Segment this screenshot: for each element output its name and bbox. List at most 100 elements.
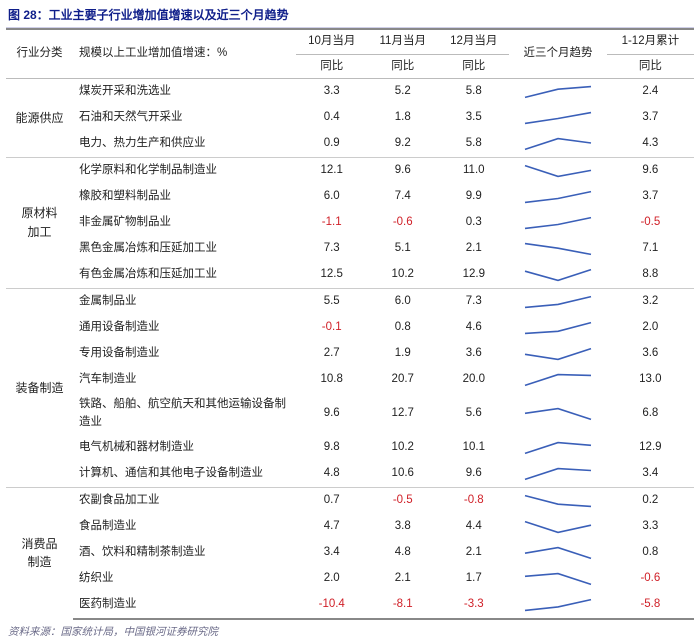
trend-cell <box>509 236 606 262</box>
table-row: 食品制造业4.73.84.43.3 <box>6 514 694 540</box>
val-m10: 9.8 <box>296 435 367 461</box>
val-m10: -10.4 <box>296 592 367 619</box>
table-row: 酒、饮料和精制茶制造业3.44.82.10.8 <box>6 540 694 566</box>
trend-cell <box>509 79 606 106</box>
val-m11: 10.2 <box>367 262 438 289</box>
th-m11-top: 11月当月 <box>367 29 438 54</box>
val-m11: 5.1 <box>367 236 438 262</box>
val-m10: 12.1 <box>296 158 367 185</box>
sparkline <box>519 569 597 589</box>
trend-cell <box>509 131 606 158</box>
sparkline <box>519 213 597 233</box>
trend-cell <box>509 540 606 566</box>
val-m11: 7.4 <box>367 184 438 210</box>
val-m11: 4.8 <box>367 540 438 566</box>
group-label: 装备制造 <box>6 289 73 488</box>
table-row: 黑色金属冶炼和压延加工业7.35.12.17.1 <box>6 236 694 262</box>
trend-cell <box>509 514 606 540</box>
table-row: 铁路、船舶、航空航天和其他运输设备制造业9.612.75.66.8 <box>6 393 694 435</box>
trend-cell <box>509 210 606 236</box>
val-cum: 0.8 <box>607 540 694 566</box>
trend-cell <box>509 592 606 619</box>
sparkline <box>519 491 597 511</box>
sparkline <box>519 318 597 338</box>
group-label: 能源供应 <box>6 79 73 158</box>
val-m12: 5.6 <box>438 393 509 435</box>
val-m10: 7.3 <box>296 236 367 262</box>
val-m10: 3.4 <box>296 540 367 566</box>
trend-cell <box>509 487 606 514</box>
val-cum: 3.6 <box>607 341 694 367</box>
row-indicator: 酒、饮料和精制茶制造业 <box>73 540 296 566</box>
val-m11: 9.6 <box>367 158 438 185</box>
val-m11: 10.2 <box>367 435 438 461</box>
sparkline <box>519 292 597 312</box>
val-cum: 3.7 <box>607 105 694 131</box>
val-m11: 2.1 <box>367 566 438 592</box>
val-cum: 0.2 <box>607 487 694 514</box>
table-row: 汽车制造业10.820.720.013.0 <box>6 367 694 393</box>
sparkline <box>519 404 597 424</box>
row-indicator: 化学原料和化学制品制造业 <box>73 158 296 185</box>
trend-cell <box>509 367 606 393</box>
sparkline <box>519 187 597 207</box>
val-m12: 5.8 <box>438 79 509 106</box>
trend-cell <box>509 566 606 592</box>
val-m12: 10.1 <box>438 435 509 461</box>
val-m10: 5.5 <box>296 289 367 316</box>
val-cum: 3.4 <box>607 461 694 488</box>
row-indicator: 石油和天然气开采业 <box>73 105 296 131</box>
val-m12: 12.9 <box>438 262 509 289</box>
row-indicator: 铁路、船舶、航空航天和其他运输设备制造业 <box>73 393 296 435</box>
val-m11: 12.7 <box>367 393 438 435</box>
trend-cell <box>509 435 606 461</box>
th-trend: 近三个月趋势 <box>509 29 606 79</box>
val-cum: -0.5 <box>607 210 694 236</box>
val-m12: 7.3 <box>438 289 509 316</box>
th-m12-sub: 同比 <box>438 54 509 79</box>
val-m12: 20.0 <box>438 367 509 393</box>
val-m12: -3.3 <box>438 592 509 619</box>
val-m12: 4.6 <box>438 315 509 341</box>
val-m12: 0.3 <box>438 210 509 236</box>
source-note: 资料来源：国家统计局，中国银河证券研究院 <box>6 620 694 639</box>
val-m12: 2.1 <box>438 236 509 262</box>
th-m11-sub: 同比 <box>367 54 438 79</box>
table-row: 非金属矿物制品业-1.1-0.60.3-0.5 <box>6 210 694 236</box>
val-m10: 4.7 <box>296 514 367 540</box>
table-body: 能源供应煤炭开采和洗选业3.35.25.82.4石油和天然气开采业0.41.83… <box>6 79 694 619</box>
val-m11: 1.8 <box>367 105 438 131</box>
val-cum: 8.8 <box>607 262 694 289</box>
th-category: 行业分类 <box>6 29 73 79</box>
sparkline <box>519 464 597 484</box>
trend-cell <box>509 262 606 289</box>
val-m12: 3.5 <box>438 105 509 131</box>
val-m11: 0.8 <box>367 315 438 341</box>
row-indicator: 非金属矿物制品业 <box>73 210 296 236</box>
row-indicator: 专用设备制造业 <box>73 341 296 367</box>
sparkline <box>519 161 597 181</box>
val-m11: -8.1 <box>367 592 438 619</box>
row-indicator: 橡胶和塑料制品业 <box>73 184 296 210</box>
val-m11: -0.6 <box>367 210 438 236</box>
row-indicator: 计算机、通信和其他电子设备制造业 <box>73 461 296 488</box>
val-cum: 4.3 <box>607 131 694 158</box>
val-m10: 12.5 <box>296 262 367 289</box>
th-m10-top: 10月当月 <box>296 29 367 54</box>
sparkline <box>519 239 597 259</box>
val-m11: 9.2 <box>367 131 438 158</box>
val-m10: 3.3 <box>296 79 367 106</box>
trend-cell <box>509 461 606 488</box>
val-cum: -5.8 <box>607 592 694 619</box>
trend-cell <box>509 158 606 185</box>
val-m10: 4.8 <box>296 461 367 488</box>
val-m11: 5.2 <box>367 79 438 106</box>
val-cum: 7.1 <box>607 236 694 262</box>
row-indicator: 有色金属冶炼和压延加工业 <box>73 262 296 289</box>
table-row: 石油和天然气开采业0.41.83.53.7 <box>6 105 694 131</box>
val-cum: 13.0 <box>607 367 694 393</box>
val-m10: -0.1 <box>296 315 367 341</box>
sparkline <box>519 108 597 128</box>
table-row: 能源供应煤炭开采和洗选业3.35.25.82.4 <box>6 79 694 106</box>
chart-title: 图 28：工业主要子行业增加值增速以及近三个月趋势 <box>6 4 694 28</box>
